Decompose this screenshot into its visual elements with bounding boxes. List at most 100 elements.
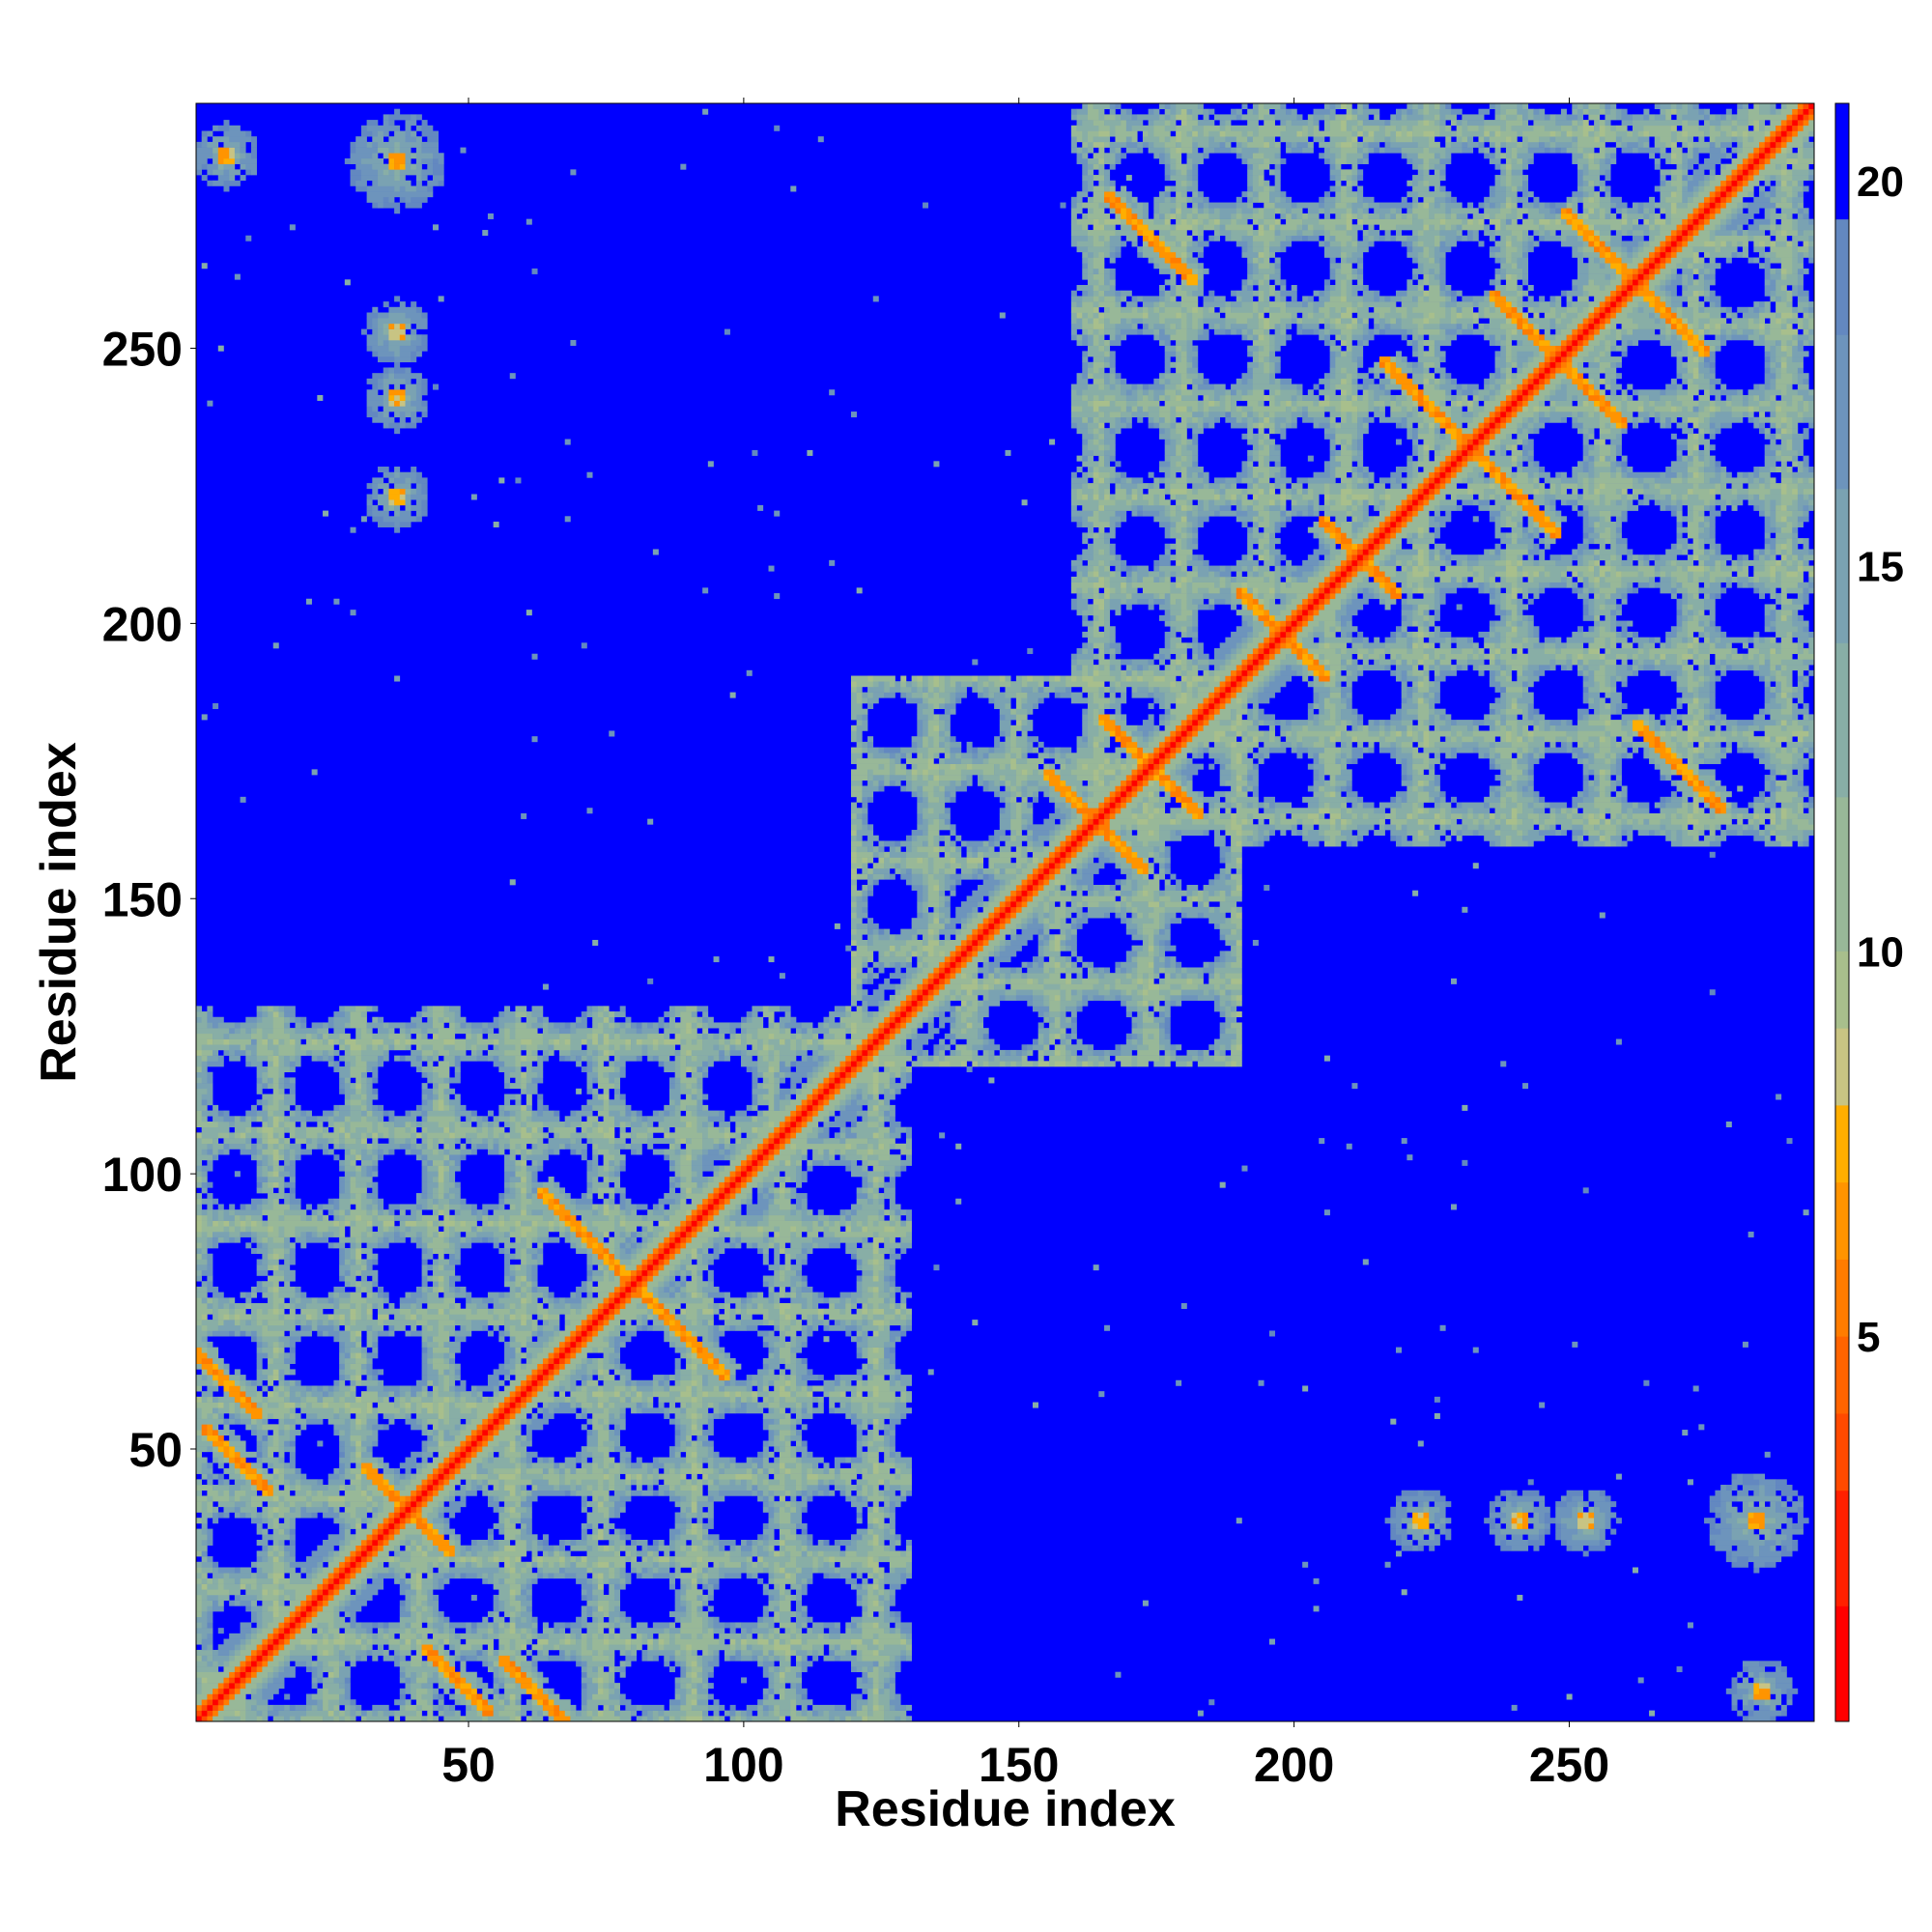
heatmap-cell (652, 1473, 659, 1480)
heatmap-cell (217, 1683, 224, 1690)
heatmap-cell (262, 1628, 274, 1634)
heatmap-cell (454, 1457, 461, 1463)
heatmap-cell (454, 1402, 467, 1408)
heatmap-cell (668, 1622, 675, 1629)
heatmap-cell (872, 1600, 879, 1606)
heatmap-cell (229, 1457, 236, 1463)
heatmap-cell (592, 1594, 599, 1601)
heatmap-cell (889, 1379, 895, 1386)
heatmap-cell (344, 1407, 351, 1414)
heatmap-cell (729, 1716, 736, 1722)
heatmap-cell (399, 1638, 406, 1645)
heatmap-cell (378, 1644, 384, 1651)
heatmap-cell (619, 1528, 626, 1535)
heatmap-cell (1417, 1539, 1440, 1546)
heatmap-cell (1500, 1506, 1518, 1513)
heatmap-cell (691, 1440, 697, 1447)
heatmap-cell (262, 1655, 269, 1662)
heatmap-cell (878, 1556, 891, 1563)
heatmap-cell (548, 1357, 554, 1364)
heatmap-cell (680, 1633, 693, 1639)
heatmap-cell (564, 1479, 571, 1486)
heatmap-cell (823, 1561, 830, 1568)
heatmap-cell (223, 1446, 230, 1453)
heatmap-cell (240, 1577, 257, 1584)
heatmap-cell (867, 1594, 879, 1601)
heatmap-cell (476, 1699, 483, 1706)
heatmap-cell (625, 1324, 638, 1331)
heatmap-cell (383, 1506, 395, 1513)
heatmap-cell (449, 1539, 456, 1546)
heatmap-cell (796, 1600, 802, 1606)
heatmap-cell (796, 1561, 813, 1568)
heatmap-cell (609, 1495, 620, 1502)
heatmap-cell (872, 1539, 879, 1546)
heatmap-cell (774, 1430, 781, 1436)
heatmap-cell (498, 1683, 505, 1690)
heatmap-cell (399, 1605, 406, 1612)
heatmap-cell (196, 1363, 202, 1370)
heatmap-cell (394, 1649, 401, 1656)
heatmap-cell (427, 1512, 439, 1519)
heatmap-cell (449, 1704, 456, 1711)
heatmap-cell (207, 1710, 213, 1717)
heatmap-cell (262, 1594, 279, 1601)
heatmap-cell (603, 1649, 615, 1656)
heatmap-cell (531, 1463, 554, 1469)
heatmap-cell (482, 1577, 489, 1584)
heatmap-cell (823, 1573, 830, 1579)
heatmap-cell (470, 1418, 483, 1425)
heatmap-cell (1412, 1545, 1419, 1551)
heatmap-cell (867, 1407, 874, 1414)
heatmap-cell (460, 1379, 467, 1386)
heatmap-cell (323, 1391, 329, 1398)
heatmap-cell (768, 1424, 791, 1431)
heatmap-cell (1731, 1528, 1744, 1535)
heatmap-cell (250, 1430, 257, 1436)
heatmap-cell (207, 1644, 213, 1651)
heatmap-cell (415, 1594, 428, 1601)
heatmap-cell (366, 1424, 373, 1431)
heatmap-cell (696, 1379, 703, 1386)
heatmap-cell (746, 1479, 753, 1486)
heatmap-cell (460, 1649, 477, 1656)
heatmap-cell (603, 1451, 610, 1458)
heatmap-cell (344, 1357, 356, 1364)
heatmap-cell (696, 1396, 703, 1403)
heatmap-cell (779, 1677, 785, 1684)
heatmap-cell (1725, 1501, 1732, 1508)
heatmap-cell (339, 1369, 346, 1376)
heatmap-cell (482, 1710, 494, 1717)
heatmap-cell (521, 1512, 532, 1519)
heatmap-cell (350, 1556, 356, 1563)
heatmap-cell (1709, 1506, 1716, 1513)
heatmap-cell (796, 1506, 802, 1513)
heatmap-cell (487, 1661, 494, 1667)
heatmap-cell (201, 1424, 208, 1431)
heatmap-cell (196, 1550, 202, 1557)
heatmap-cell (774, 1583, 781, 1590)
heatmap-cell (668, 1704, 681, 1711)
heatmap-cell (509, 1573, 522, 1579)
heatmap-cell (702, 1539, 709, 1546)
heatmap-cell (300, 1485, 312, 1492)
heatmap-cell (1786, 1522, 1793, 1529)
heatmap-cell (1747, 1518, 1766, 1524)
heatmap-cell (1544, 1522, 1550, 1529)
heatmap-cell (217, 1594, 230, 1601)
heatmap-cell (289, 1550, 296, 1557)
heatmap-cell (366, 1446, 373, 1453)
heatmap-cell (207, 1528, 213, 1535)
heatmap-cell (515, 1534, 522, 1541)
heatmap-cell (807, 1495, 813, 1502)
heatmap-cell (350, 1457, 356, 1463)
heatmap-cell (872, 1522, 879, 1529)
heatmap-cell (652, 1716, 659, 1722)
heatmap-cell (240, 1418, 252, 1425)
heatmap-cell (774, 1473, 785, 1480)
heatmap-cell (245, 1661, 252, 1667)
heatmap-cell (339, 1357, 346, 1364)
heatmap-cell (619, 1699, 632, 1706)
heatmap-cell (526, 1467, 544, 1474)
heatmap-cell (613, 1369, 620, 1376)
